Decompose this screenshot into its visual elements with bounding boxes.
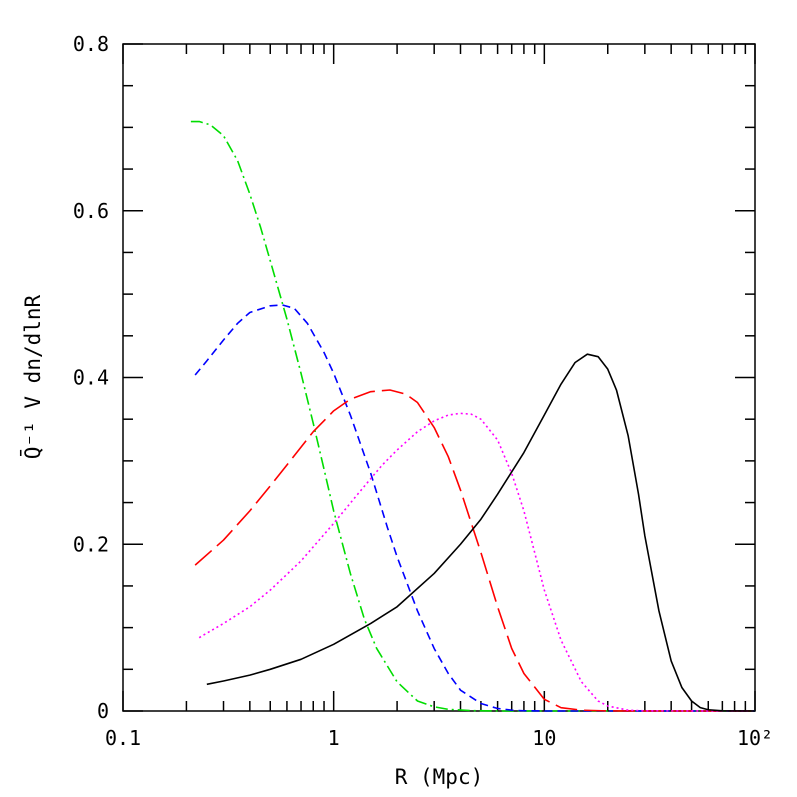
y-tick-label: 0.8 <box>73 32 109 56</box>
y-tick-label: 0 <box>97 699 109 723</box>
x-tick-label: 10 <box>532 726 556 750</box>
series-line-5 <box>206 353 756 712</box>
series-line-3 <box>194 389 755 712</box>
series-line-4 <box>198 412 756 712</box>
x-tick-label: 1 <box>328 726 340 750</box>
series-line-2 <box>194 304 755 712</box>
y-tick-label: 0.6 <box>73 199 109 223</box>
x-axis-label: R (Mpc) <box>395 765 484 789</box>
y-axis-ticks: 0 0.2 0.4 0.6 0.8 <box>73 32 755 723</box>
y-tick-label: 0.2 <box>73 532 109 556</box>
x-axis-ticks: 0.1 1 10 10² <box>105 44 773 750</box>
y-axis-label: Q̄⁻¹ V dn/dlnR <box>20 294 45 459</box>
plot-frame <box>122 43 756 712</box>
chart-series <box>190 120 756 712</box>
y-tick-label: 0.4 <box>73 366 109 390</box>
x-tick-label: 0.1 <box>105 726 141 750</box>
series-line-1 <box>190 120 755 712</box>
x-tick-label: 10² <box>737 726 773 750</box>
